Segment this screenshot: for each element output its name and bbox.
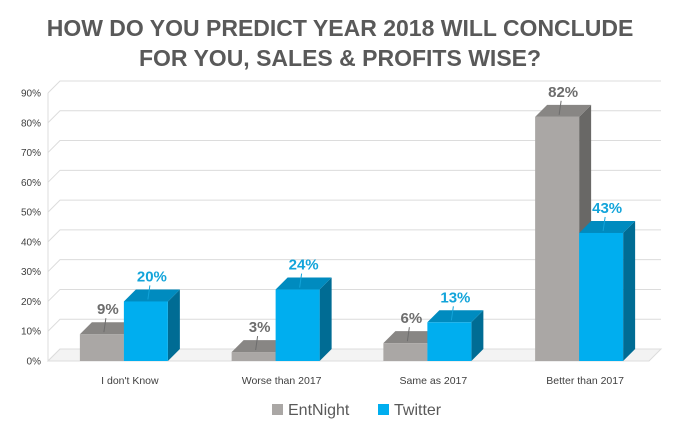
y-tick-label: 0% bbox=[27, 357, 42, 368]
gridline bbox=[47, 169, 661, 183]
x-category-label: Worse than 2017 bbox=[242, 375, 322, 387]
gridline bbox=[47, 288, 661, 302]
legend-swatch-entnight bbox=[272, 404, 283, 415]
legend: EntNight Twitter bbox=[272, 402, 442, 419]
x-category-label: Same as 2017 bbox=[400, 375, 468, 387]
gridlines bbox=[47, 80, 661, 362]
legend-label-twitter: Twitter bbox=[394, 402, 442, 419]
y-tick-label: 60% bbox=[21, 178, 41, 189]
chart-title-line-1: HOW DO YOU PREDICT YEAR 2018 WILL CONCLU… bbox=[47, 15, 634, 41]
data-label-twitter: 13% bbox=[440, 289, 470, 306]
gridline bbox=[47, 229, 661, 243]
bar-twitter-3 bbox=[579, 220, 636, 361]
y-tick-label: 70% bbox=[21, 148, 41, 159]
gridline bbox=[47, 259, 661, 273]
data-labels: 9% 20% 3% 24% 6% 13% 82% 43% bbox=[97, 84, 622, 351]
legend-label-entnight: EntNight bbox=[288, 402, 350, 419]
y-axis: 0% 10% 20% 30% 40% 50% 60% 70% 80% 90% bbox=[21, 89, 663, 368]
chart-title-line-2: FOR YOU, SALES & PROFITS WISE? bbox=[139, 45, 541, 71]
bar-twitter-2 bbox=[427, 310, 484, 361]
x-category-label: Better than 2017 bbox=[546, 375, 624, 387]
data-label-twitter: 20% bbox=[137, 268, 167, 285]
y-tick-label: 90% bbox=[21, 89, 41, 100]
data-label-entnight: 82% bbox=[548, 84, 578, 101]
gridline bbox=[47, 110, 661, 124]
data-label-entnight: 6% bbox=[401, 310, 423, 327]
bar-twitter-0 bbox=[123, 289, 180, 361]
label-leader bbox=[103, 318, 107, 333]
x-axis: I don't Know Worse than 2017 Same as 2017 B… bbox=[101, 375, 624, 387]
label-leader bbox=[255, 335, 259, 351]
gridline bbox=[47, 140, 661, 153]
label-leader bbox=[299, 273, 303, 288]
y-tick-label: 50% bbox=[21, 208, 41, 219]
gridline bbox=[47, 199, 661, 213]
label-leader bbox=[602, 216, 606, 232]
data-label-twitter: 43% bbox=[592, 200, 622, 217]
y-tick-label: 30% bbox=[21, 267, 41, 278]
data-label-entnight: 3% bbox=[249, 319, 271, 336]
gridline bbox=[47, 80, 661, 94]
legend-swatch-twitter bbox=[378, 404, 389, 415]
x-category-label: I don't Know bbox=[101, 375, 159, 387]
bar-twitter-1 bbox=[275, 277, 332, 361]
label-leader bbox=[147, 285, 151, 300]
y-tick-label: 40% bbox=[21, 237, 41, 248]
data-label-entnight: 9% bbox=[97, 301, 119, 318]
label-leader bbox=[406, 327, 410, 342]
bars bbox=[79, 104, 636, 362]
y-tick-label: 20% bbox=[21, 297, 41, 308]
label-leader bbox=[450, 306, 454, 321]
label-leader bbox=[558, 100, 562, 115]
y-tick-label: 80% bbox=[21, 118, 41, 129]
data-label-twitter: 24% bbox=[289, 257, 319, 274]
y-tick-label: 10% bbox=[21, 327, 41, 338]
